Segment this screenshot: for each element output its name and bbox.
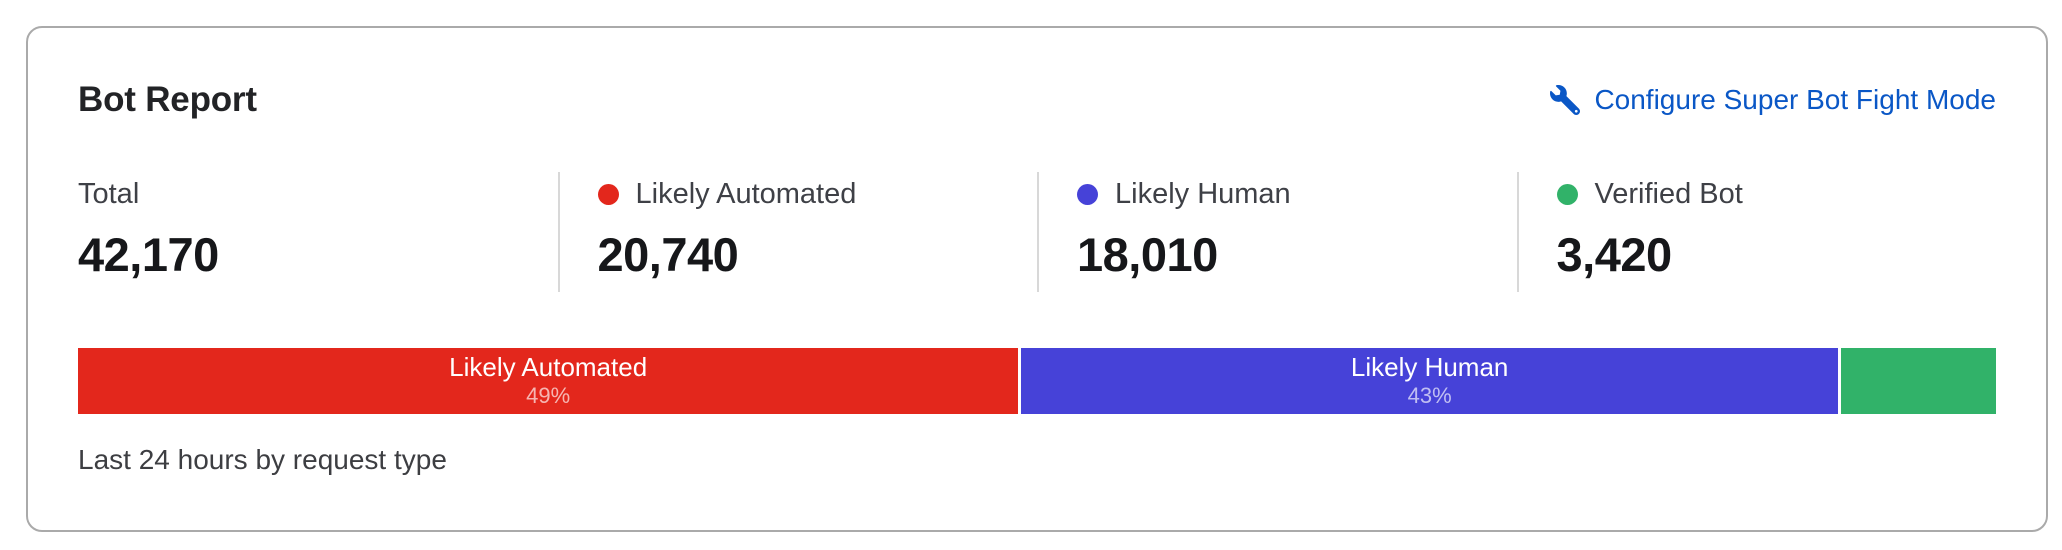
stat-label-text: Likely Automated [635,178,857,210]
stat-label-text: Total [78,178,140,210]
card-header: Bot Report Configure Super Bot Fight Mod… [78,80,1996,120]
stat-likely-automated-value: 20,740 [597,228,739,281]
bot-report-card: Bot Report Configure Super Bot Fight Mod… [26,26,2048,532]
stat-likely-human-value: 18,010 [1077,228,1218,281]
stat-label-text: Likely Human [1115,178,1291,210]
segment-percent: 49% [526,383,571,409]
stat-likely-automated-label: Likely Automated [597,178,1038,211]
stat-total-label: Total [78,178,558,211]
bar-segment-likely-automated: Likely Automated 49% [78,348,1019,414]
segment-percent: 43% [1407,383,1452,409]
segment-label: Likely Human [1350,352,1509,383]
stat-likely-automated: Likely Automated 20,740 [557,172,1038,292]
wrench-icon [1550,85,1581,115]
stat-verified-bot-label: Verified Bot [1556,178,1997,211]
time-range-caption: Last 24 hours by request type [78,444,447,475]
verified-bot-dot-icon [1556,184,1578,205]
likely-automated-dot-icon [597,184,619,205]
stat-likely-human-label: Likely Human [1077,178,1517,211]
stat-verified-bot: Verified Bot 3,420 [1516,172,1997,292]
bar-segment-verified-bot [1840,348,1996,414]
request-type-stacked-bar: Likely Automated 49% Likely Human 43% [78,348,1996,414]
configure-link-label: Configure Super Bot Fight Mode [1594,84,1996,115]
configure-super-bot-fight-mode-link[interactable]: Configure Super Bot Fight Mode [1550,84,1996,116]
segment-label: Likely Automated [449,352,648,383]
bar-segment-likely-human: Likely Human 43% [1021,348,1838,414]
page-title: Bot Report [78,80,257,119]
stat-likely-human: Likely Human 18,010 [1037,172,1517,292]
likely-human-dot-icon [1077,184,1098,205]
stat-verified-bot-value: 3,420 [1556,228,1673,281]
stat-label-text: Verified Bot [1594,178,1743,210]
stats-row: Total 42,170 Likely Automated 20,740 Lik… [78,172,1996,292]
stat-total-value: 42,170 [78,228,219,281]
stat-total: Total 42,170 [78,172,558,292]
